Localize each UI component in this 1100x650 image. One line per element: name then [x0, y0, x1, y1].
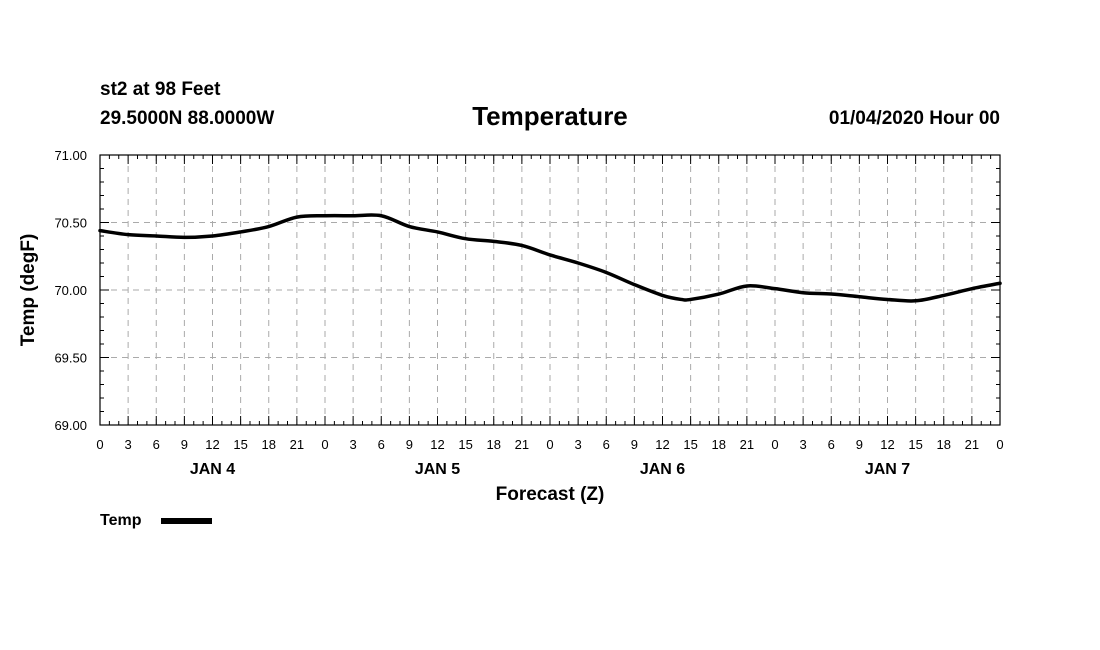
legend: Temp	[100, 512, 212, 529]
x-tick-label: 18	[937, 437, 951, 452]
x-tick-label: 6	[153, 437, 160, 452]
y-tick-label: 69.50	[54, 351, 87, 366]
datetime-label: 01/04/2020 Hour 00	[829, 108, 1000, 129]
x-tick-label: 3	[125, 437, 132, 452]
series-group	[98, 213, 1002, 303]
x-tick-label: 21	[740, 437, 754, 452]
x-tick-label: 15	[458, 437, 472, 452]
x-tick-label: 15	[233, 437, 247, 452]
x-axis-label: Forecast (Z)	[496, 484, 605, 505]
day-label: JAN 5	[415, 461, 460, 478]
location-label: 29.5000N 88.0000W	[100, 108, 274, 129]
x-tick-label: 21	[290, 437, 304, 452]
day-labels: JAN 4 JAN 5 JAN 6 JAN 7	[190, 461, 910, 478]
x-tick-label: 0	[321, 437, 328, 452]
day-label: JAN 6	[640, 461, 685, 478]
x-tick-label: 3	[800, 437, 807, 452]
x-tick-label: 9	[631, 437, 638, 452]
x-tick-label: 0	[771, 437, 778, 452]
x-tick-label: 18	[487, 437, 501, 452]
x-tick-label: 12	[655, 437, 669, 452]
x-tick-label: 6	[828, 437, 835, 452]
y-tick-labels: 69.00 69.50 70.00 70.50 71.00	[54, 148, 87, 433]
x-tick-label: 15	[683, 437, 697, 452]
x-tick-label: 3	[350, 437, 357, 452]
x-tick-labels: 0 3 6 9 12 15 18 21 0 3 6 9 12 15 18 21 0 3 6 9 12 15 18 21 0 3 6 9…	[96, 437, 1003, 452]
legend-label: Temp	[100, 512, 142, 529]
x-tick-label: 6	[378, 437, 385, 452]
day-label: JAN 7	[865, 461, 910, 478]
x-tick-label: 9	[181, 437, 188, 452]
y-tick-label: 70.50	[54, 216, 87, 231]
x-tick-label: 12	[205, 437, 219, 452]
x-tick-label: 21	[965, 437, 979, 452]
y-tick-label: 70.00	[54, 283, 87, 298]
y-tick-label: 71.00	[54, 148, 87, 163]
axis-ticks	[99, 154, 1001, 426]
x-tick-label: 18	[262, 437, 276, 452]
x-tick-label: 0	[546, 437, 553, 452]
x-tick-label: 9	[406, 437, 413, 452]
x-tick-label: 9	[856, 437, 863, 452]
x-tick-label: 3	[575, 437, 582, 452]
series-line-temp	[98, 213, 1002, 303]
x-tick-label: 18	[712, 437, 726, 452]
station-label: st2 at 98 Feet	[100, 79, 221, 100]
y-tick-label: 69.00	[54, 418, 87, 433]
y-axis-label: Temp (degF)	[18, 234, 39, 347]
chart-title: Temperature	[472, 101, 628, 131]
x-tick-label: 6	[603, 437, 610, 452]
x-tick-label: 12	[430, 437, 444, 452]
x-tick-label: 0	[996, 437, 1003, 452]
day-label: JAN 4	[190, 461, 235, 478]
x-tick-label: 12	[880, 437, 894, 452]
x-tick-label: 0	[96, 437, 103, 452]
x-tick-label: 15	[908, 437, 922, 452]
grid-lines	[100, 155, 1000, 425]
x-tick-label: 21	[515, 437, 529, 452]
